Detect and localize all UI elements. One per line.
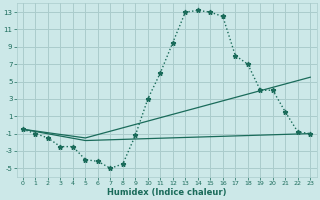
X-axis label: Humidex (Indice chaleur): Humidex (Indice chaleur) (107, 188, 226, 197)
